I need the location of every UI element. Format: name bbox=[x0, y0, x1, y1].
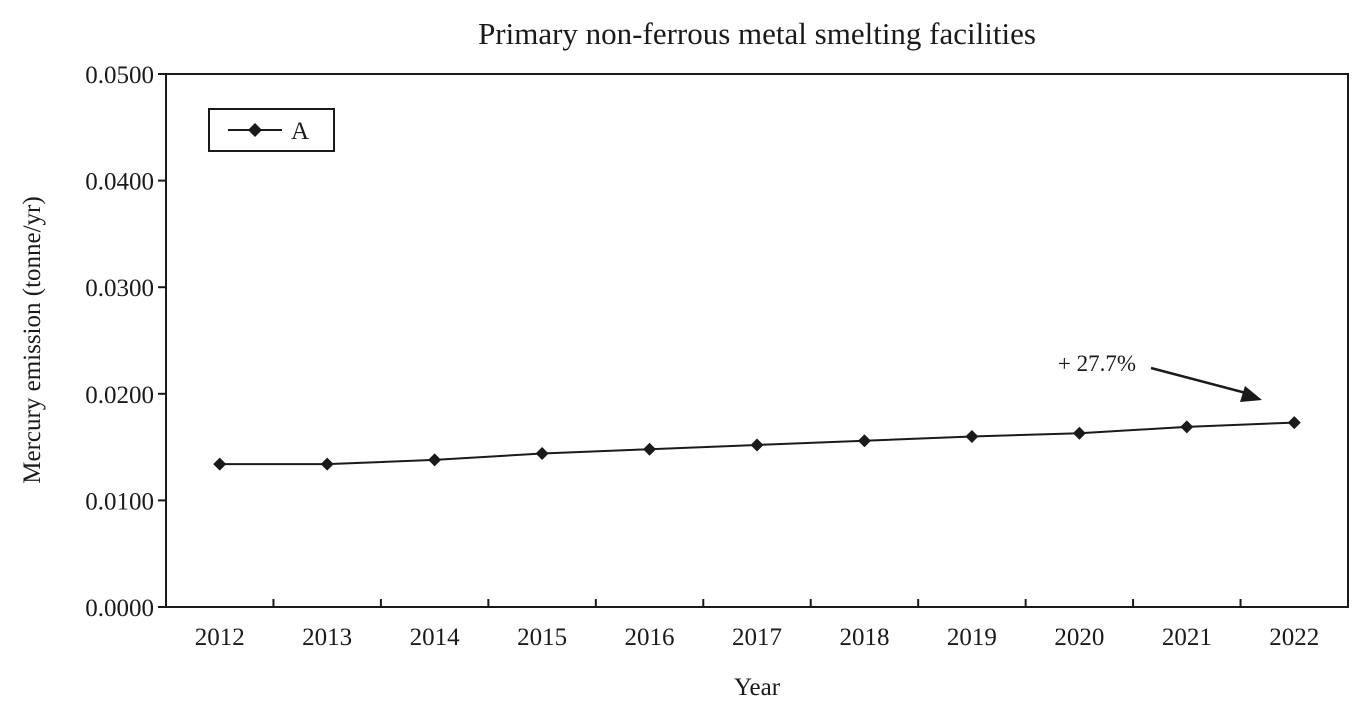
data-point-2016 bbox=[643, 442, 657, 456]
data-point-2022 bbox=[1287, 416, 1301, 430]
y-axis-label: Mercury emission (tonne/yr) bbox=[19, 196, 46, 483]
y-tick-label: 0.0400 bbox=[85, 169, 154, 196]
data-point-2018 bbox=[857, 434, 871, 448]
annotation-text: + 27.7% bbox=[1058, 351, 1136, 376]
series-group bbox=[213, 416, 1301, 471]
x-tick-label: 2015 bbox=[517, 624, 567, 651]
data-point-2015 bbox=[535, 446, 549, 460]
x-tick-label: 2016 bbox=[625, 624, 675, 651]
x-tick-label: 2012 bbox=[195, 624, 245, 651]
chart-title: Primary non-ferrous metal smelting facil… bbox=[478, 16, 1036, 51]
legend-diamond-marker bbox=[248, 123, 262, 137]
legend-label: A bbox=[291, 118, 309, 145]
legend: A bbox=[208, 108, 335, 152]
plot-area-frame bbox=[165, 73, 1349, 608]
x-tick-label: 2014 bbox=[410, 624, 461, 651]
annotation-arrow-line bbox=[1150, 366, 1247, 395]
data-point-2020 bbox=[1072, 426, 1086, 440]
x-tick-label: 2017 bbox=[732, 624, 782, 651]
y-tick-label: 0.0000 bbox=[85, 595, 154, 622]
x-tick-label: 2020 bbox=[1054, 624, 1104, 651]
data-point-2012 bbox=[213, 457, 227, 471]
data-point-2013 bbox=[320, 457, 334, 471]
x-axis-label: Year bbox=[734, 674, 781, 701]
annotation: + 27.7% bbox=[1058, 351, 1262, 402]
y-axis: 0.0000 0.0100 0.0200 0.0300 0.0400 0.0500 bbox=[85, 62, 166, 622]
x-tick-label: 2021 bbox=[1162, 624, 1212, 651]
x-axis: 2012 2013 2014 2015 2016 2017 2018 2019 2020 2021… bbox=[195, 599, 1319, 651]
x-tick-label: 2013 bbox=[302, 624, 352, 651]
y-tick-label: 0.0200 bbox=[85, 382, 154, 409]
x-tick-label: 2019 bbox=[947, 624, 997, 651]
x-tick-label: 2018 bbox=[839, 624, 889, 651]
data-point-2019 bbox=[965, 429, 979, 443]
data-point-2014 bbox=[428, 453, 442, 467]
y-tick-label: 0.0100 bbox=[85, 488, 154, 515]
annotation-arrow-head bbox=[1240, 386, 1262, 402]
x-tick-label: 2022 bbox=[1269, 624, 1319, 651]
data-point-2017 bbox=[750, 438, 764, 452]
data-point-2021 bbox=[1180, 420, 1194, 434]
y-tick-label: 0.0500 bbox=[85, 62, 154, 89]
y-tick-label: 0.0300 bbox=[85, 275, 154, 302]
